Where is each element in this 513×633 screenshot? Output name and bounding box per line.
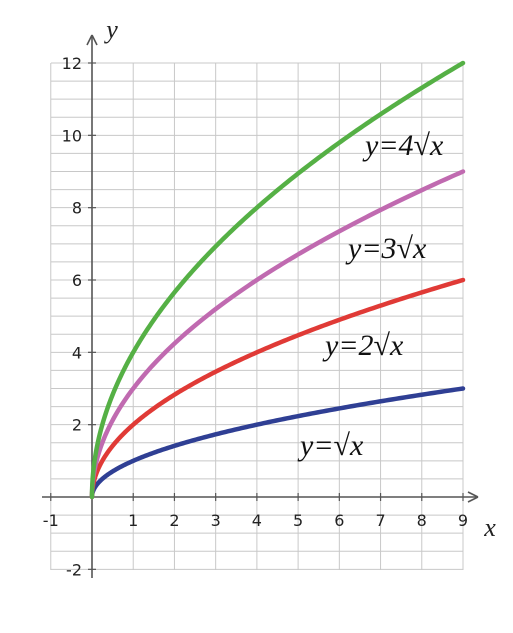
x-tick-label: 1 — [128, 511, 138, 530]
series-line-2 — [89, 277, 466, 500]
y-tick-label: -2 — [66, 560, 82, 579]
y-axis-arrow — [86, 34, 98, 46]
y-tick-label: 8 — [72, 199, 82, 218]
x-axis-label: x — [483, 513, 496, 542]
y-tick-label: 2 — [72, 416, 82, 435]
y-axis-label: y — [103, 15, 118, 44]
series-line-3 — [89, 169, 466, 500]
labels: x y y=√x y=2√x y=3√x y=4√x — [103, 15, 496, 542]
series-label-3: y=3√x — [345, 232, 427, 265]
series-label-4: y=4√x — [362, 129, 444, 162]
y-tick-label: 6 — [72, 271, 82, 290]
x-tick-label: 4 — [252, 511, 262, 530]
y-tick-label: 12 — [62, 54, 82, 73]
grid — [50, 62, 464, 570]
series-line-4 — [89, 60, 466, 500]
series-label-2: y=2√x — [322, 329, 404, 362]
curves — [89, 60, 466, 500]
series-line-1 — [89, 386, 466, 500]
x-tick-label: -1 — [43, 511, 59, 530]
x-tick-label: 3 — [211, 511, 221, 530]
x-tick-label: 5 — [293, 511, 303, 530]
x-tick-label: 2 — [169, 511, 179, 530]
x-tick-label: 9 — [458, 511, 468, 530]
x-tick-label: 8 — [417, 511, 427, 530]
x-tick-label: 7 — [375, 511, 385, 530]
y-tick-label: 10 — [62, 126, 82, 145]
x-axis-arrow — [467, 491, 479, 503]
y-tick-label: 4 — [72, 343, 82, 362]
axes — [42, 34, 479, 578]
x-tick-label: 6 — [334, 511, 344, 530]
series-label-1: y=√x — [297, 429, 364, 462]
